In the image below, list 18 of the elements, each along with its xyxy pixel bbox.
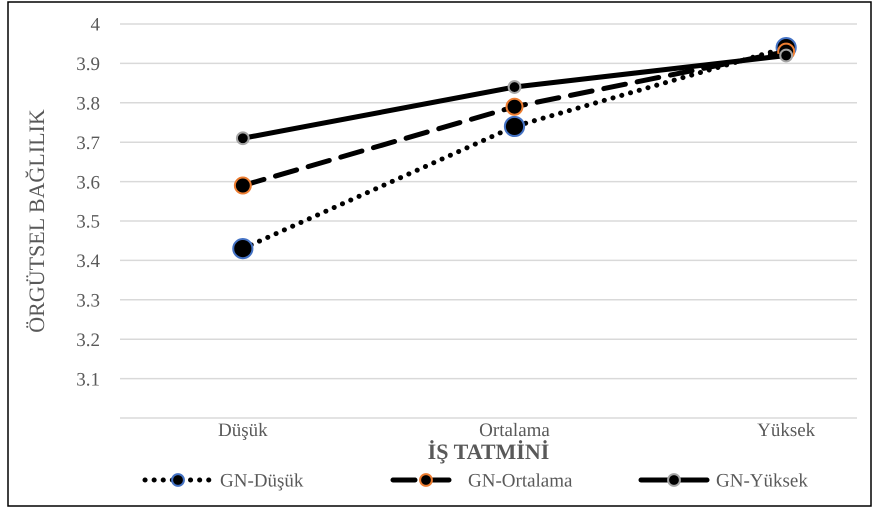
x-tick-label: Düşük xyxy=(218,420,268,441)
y-tick-label: 3.1 xyxy=(76,369,100,390)
legend-label: GN-Yüksek xyxy=(716,470,808,492)
x-axis-title: İŞ TATMİNİ xyxy=(428,439,550,464)
y-tick-label: 3.3 xyxy=(76,290,100,312)
y-tick-label: 3.6 xyxy=(76,172,100,194)
legend-label: GN-Ortalama xyxy=(468,470,574,492)
y-tick-label: 3.5 xyxy=(76,212,100,233)
y-tick-label: 3.9 xyxy=(76,54,100,76)
y-tick-label: 3.4 xyxy=(76,251,100,272)
x-tick-label: Yüksek xyxy=(757,420,816,441)
y-tick-label: 3.7 xyxy=(76,132,100,154)
x-tick-label: Ortalama xyxy=(479,420,550,441)
y-tick-label: 3.8 xyxy=(76,93,100,114)
y-axis-title: ÖRGÜTSEL BAĞLILIK xyxy=(24,109,49,333)
y-tick-label: 4 xyxy=(90,14,100,36)
y-tick-label: 3.2 xyxy=(76,330,100,351)
legend-label: GN-Düşük xyxy=(220,470,304,492)
